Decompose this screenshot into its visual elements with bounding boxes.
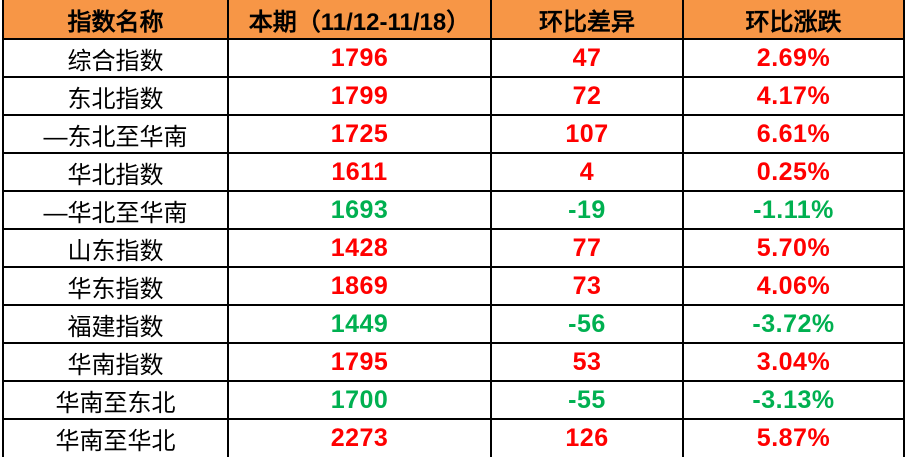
current-value-cell: 1725 xyxy=(227,114,492,154)
current-value-cell: 1799 xyxy=(227,76,492,116)
current-value-cell: 1796 xyxy=(227,38,492,78)
header-mom-change: 环比涨跌 xyxy=(682,0,905,40)
current-value-cell: 1611 xyxy=(227,152,492,192)
index-name-cell: —东北至华南 xyxy=(2,114,229,154)
change-pct-cell: 4.06% xyxy=(682,266,905,306)
diff-value-cell: 126 xyxy=(490,418,684,457)
table-row: 华东指数 1869 73 4.06% xyxy=(2,266,905,306)
diff-value-cell: -19 xyxy=(490,190,684,230)
table-body: 综合指数 1796 47 2.69% 东北指数 1799 72 4.17% —东… xyxy=(2,38,905,457)
index-name-cell: 福建指数 xyxy=(2,304,229,344)
header-index-name: 指数名称 xyxy=(2,0,229,40)
current-value-cell: 1700 xyxy=(227,380,492,420)
index-name-cell: 华南指数 xyxy=(2,342,229,382)
diff-value-cell: 53 xyxy=(490,342,684,382)
index-name-cell: 山东指数 xyxy=(2,228,229,268)
diff-value-cell: 47 xyxy=(490,38,684,78)
diff-value-cell: 4 xyxy=(490,152,684,192)
change-pct-cell: -3.72% xyxy=(682,304,905,344)
header-row: 指数名称 本期（11/12-11/18） 环比差异 环比涨跌 xyxy=(2,0,905,40)
index-name-cell: 华南至东北 xyxy=(2,380,229,420)
change-pct-cell: 3.04% xyxy=(682,342,905,382)
current-value-cell: 1449 xyxy=(227,304,492,344)
diff-value-cell: 73 xyxy=(490,266,684,306)
table-row: —华北至华南 1693 -19 -1.11% xyxy=(2,190,905,230)
index-name-cell: 华东指数 xyxy=(2,266,229,306)
diff-value-cell: 107 xyxy=(490,114,684,154)
header-current-period: 本期（11/12-11/18） xyxy=(227,0,492,40)
header-mom-difference: 环比差异 xyxy=(490,0,684,40)
index-name-cell: —华北至华南 xyxy=(2,190,229,230)
change-pct-cell: 2.69% xyxy=(682,38,905,78)
change-pct-cell: -3.13% xyxy=(682,380,905,420)
table-header: 指数名称 本期（11/12-11/18） 环比差异 环比涨跌 xyxy=(2,0,905,40)
change-pct-cell: 5.87% xyxy=(682,418,905,457)
table-row: 山东指数 1428 77 5.70% xyxy=(2,228,905,268)
table-row: 华北指数 1611 4 0.25% xyxy=(2,152,905,192)
change-pct-cell: -1.11% xyxy=(682,190,905,230)
current-value-cell: 1795 xyxy=(227,342,492,382)
current-value-cell: 2273 xyxy=(227,418,492,457)
change-pct-cell: 0.25% xyxy=(682,152,905,192)
current-value-cell: 1428 xyxy=(227,228,492,268)
change-pct-cell: 4.17% xyxy=(682,76,905,116)
diff-value-cell: -56 xyxy=(490,304,684,344)
index-name-cell: 华南至华北 xyxy=(2,418,229,457)
index-name-cell: 东北指数 xyxy=(2,76,229,116)
table-row: 华南至华北 2273 126 5.87% xyxy=(2,418,905,457)
diff-value-cell: 77 xyxy=(490,228,684,268)
table-row: 华南至东北 1700 -55 -3.13% xyxy=(2,380,905,420)
diff-value-cell: -55 xyxy=(490,380,684,420)
table-row: —东北至华南 1725 107 6.61% xyxy=(2,114,905,154)
index-name-cell: 华北指数 xyxy=(2,152,229,192)
table-row: 东北指数 1799 72 4.17% xyxy=(2,76,905,116)
index-name-cell: 综合指数 xyxy=(2,38,229,78)
table-row: 综合指数 1796 47 2.69% xyxy=(2,38,905,78)
diff-value-cell: 72 xyxy=(490,76,684,116)
current-value-cell: 1869 xyxy=(227,266,492,306)
change-pct-cell: 5.70% xyxy=(682,228,905,268)
current-value-cell: 1693 xyxy=(227,190,492,230)
table-row: 华南指数 1795 53 3.04% xyxy=(2,342,905,382)
table-row: 福建指数 1449 -56 -3.72% xyxy=(2,304,905,344)
change-pct-cell: 6.61% xyxy=(682,114,905,154)
